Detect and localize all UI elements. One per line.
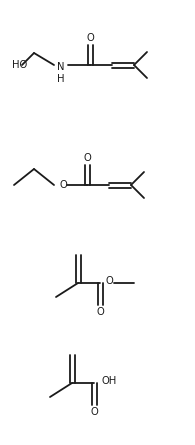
- Text: O: O: [83, 153, 91, 163]
- Text: O: O: [59, 180, 67, 190]
- Text: H: H: [57, 74, 65, 84]
- Text: O: O: [96, 307, 104, 317]
- Text: O: O: [86, 33, 94, 43]
- Text: O: O: [90, 407, 98, 417]
- Text: O: O: [106, 276, 114, 286]
- Text: HO: HO: [12, 60, 27, 70]
- Text: OH: OH: [101, 376, 116, 386]
- Text: N: N: [57, 62, 65, 72]
